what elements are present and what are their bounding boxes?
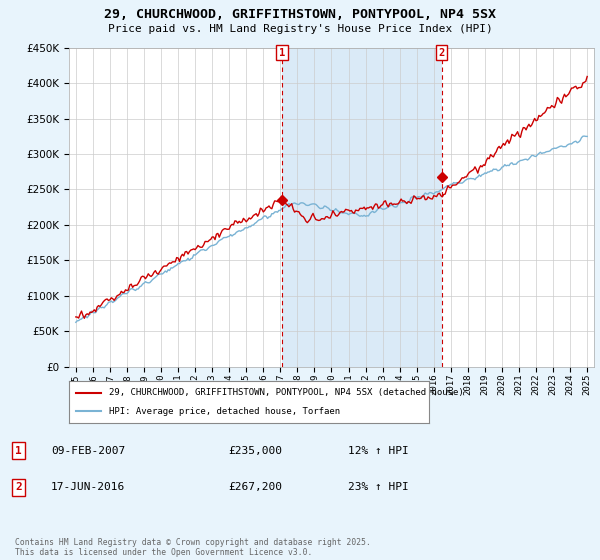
Text: Price paid vs. HM Land Registry's House Price Index (HPI): Price paid vs. HM Land Registry's House … xyxy=(107,24,493,34)
Text: 09-FEB-2007: 09-FEB-2007 xyxy=(51,446,125,456)
Text: 2: 2 xyxy=(15,482,22,492)
Text: 1: 1 xyxy=(279,48,285,58)
Text: 23% ↑ HPI: 23% ↑ HPI xyxy=(348,482,409,492)
Text: £235,000: £235,000 xyxy=(228,446,282,456)
Text: 12% ↑ HPI: 12% ↑ HPI xyxy=(348,446,409,456)
Text: 29, CHURCHWOOD, GRIFFITHSTOWN, PONTYPOOL, NP4 5SX (detached house): 29, CHURCHWOOD, GRIFFITHSTOWN, PONTYPOOL… xyxy=(109,388,463,397)
Text: 17-JUN-2016: 17-JUN-2016 xyxy=(51,482,125,492)
Text: Contains HM Land Registry data © Crown copyright and database right 2025.
This d: Contains HM Land Registry data © Crown c… xyxy=(15,538,371,557)
Text: 1: 1 xyxy=(15,446,22,456)
Text: £267,200: £267,200 xyxy=(228,482,282,492)
Text: 2: 2 xyxy=(439,48,445,58)
Text: 29, CHURCHWOOD, GRIFFITHSTOWN, PONTYPOOL, NP4 5SX: 29, CHURCHWOOD, GRIFFITHSTOWN, PONTYPOOL… xyxy=(104,8,496,21)
Text: HPI: Average price, detached house, Torfaen: HPI: Average price, detached house, Torf… xyxy=(109,407,340,416)
Bar xyxy=(282,48,442,367)
